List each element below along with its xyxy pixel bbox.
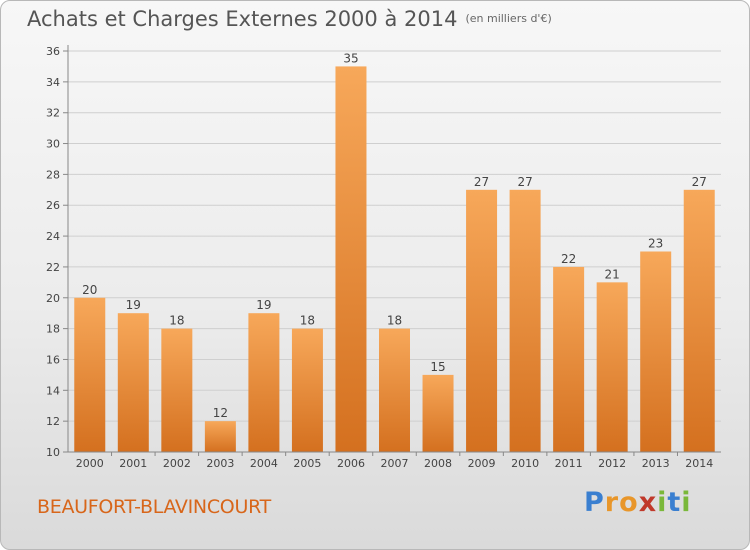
bar-value-label: 18 xyxy=(300,314,315,328)
y-tick-label: 14 xyxy=(46,384,60,397)
bar xyxy=(379,328,410,452)
place-name: BEAUFORT-BLAVINCOURT xyxy=(37,496,271,518)
bar-value-label: 15 xyxy=(430,360,445,374)
x-tick-label: 2005 xyxy=(293,457,321,470)
logo-letter: o xyxy=(619,487,639,518)
bar-value-label: 19 xyxy=(256,298,271,312)
x-tick-label: 2001 xyxy=(119,457,147,470)
y-tick-label: 22 xyxy=(46,261,60,274)
x-tick-label: 2013 xyxy=(642,457,670,470)
bar-value-label: 27 xyxy=(517,175,532,189)
bar-value-label: 21 xyxy=(605,267,620,281)
chart-title: Achats et Charges Externes 2000 à 2014 (e… xyxy=(27,7,552,31)
bar-value-label: 23 xyxy=(648,237,663,251)
logo-letter: P xyxy=(584,487,605,518)
logo-letter: t xyxy=(667,487,682,518)
x-tick-label: 2006 xyxy=(337,457,365,470)
y-tick-label: 16 xyxy=(46,353,60,366)
x-tick-label: 2011 xyxy=(555,457,583,470)
y-tick-label: 12 xyxy=(46,415,60,428)
bar xyxy=(640,251,672,452)
logo-letter: x xyxy=(638,487,658,518)
bar-value-label: 27 xyxy=(692,175,707,189)
y-tick-label: 34 xyxy=(46,76,60,89)
bars xyxy=(74,66,715,453)
logo-letter: i xyxy=(657,487,668,518)
bar-value-label: 20 xyxy=(82,283,97,297)
bar-value-label: 27 xyxy=(474,175,489,189)
logo-letter: r xyxy=(604,487,620,518)
data-labels: 20 19 18 12 19 18 35 18 15 27 27 22 21 23 27 xyxy=(82,51,707,420)
bar xyxy=(466,189,498,453)
x-tick-label: 2012 xyxy=(598,457,626,470)
bar xyxy=(509,189,541,453)
bar-value-label: 19 xyxy=(126,298,141,312)
y-tick-label: 32 xyxy=(46,107,60,120)
bar-value-label: 22 xyxy=(561,252,576,266)
bar xyxy=(161,328,193,452)
y-tick-label: 28 xyxy=(46,168,60,181)
bar xyxy=(74,297,106,452)
bar-value-label: 12 xyxy=(213,406,228,420)
x-tick-label: 2014 xyxy=(685,457,713,470)
y-tick-label: 36 xyxy=(46,45,60,58)
bar-value-label: 18 xyxy=(387,314,402,328)
x-tick-label: 2002 xyxy=(163,457,191,470)
bar xyxy=(422,374,454,452)
bar xyxy=(553,266,585,452)
x-tick-label: 2003 xyxy=(206,457,234,470)
y-tick-label: 24 xyxy=(46,230,60,243)
y-tick-label: 30 xyxy=(46,138,60,151)
bar xyxy=(335,66,367,452)
logo-letter: i xyxy=(681,487,692,518)
x-tick-label: 2010 xyxy=(511,457,539,470)
x-axis: 2000 2001 2002 2003 2004 2005 2006 2007 2008 2009… xyxy=(68,451,721,470)
y-tick-label: 18 xyxy=(46,323,60,336)
bar-value-label: 18 xyxy=(169,314,184,328)
x-tick-label: 2004 xyxy=(250,457,278,470)
bar xyxy=(683,189,715,453)
chart-unit: (en milliers d'€) xyxy=(465,12,552,25)
bar xyxy=(117,313,149,452)
y-axis: 10 12 14 16 18 20 22 24 26 28 30 32 34 36 xyxy=(46,45,69,459)
y-tick-label: 26 xyxy=(46,199,60,212)
proxiti-logo: Proxiti xyxy=(584,487,692,518)
y-tick-label: 20 xyxy=(46,292,60,305)
chart-title-text: Achats et Charges Externes 2000 à 2014 xyxy=(27,7,458,31)
x-tick-label: 2007 xyxy=(381,457,409,470)
bar xyxy=(596,282,628,452)
y-tick-label: 10 xyxy=(46,446,60,459)
bar xyxy=(291,328,323,452)
x-tick-label: 2000 xyxy=(76,457,104,470)
bar xyxy=(248,313,280,452)
bar-value-label: 35 xyxy=(343,51,358,65)
x-tick-label: 2009 xyxy=(468,457,496,470)
bar xyxy=(204,421,236,452)
x-tick-label: 2008 xyxy=(424,457,452,470)
